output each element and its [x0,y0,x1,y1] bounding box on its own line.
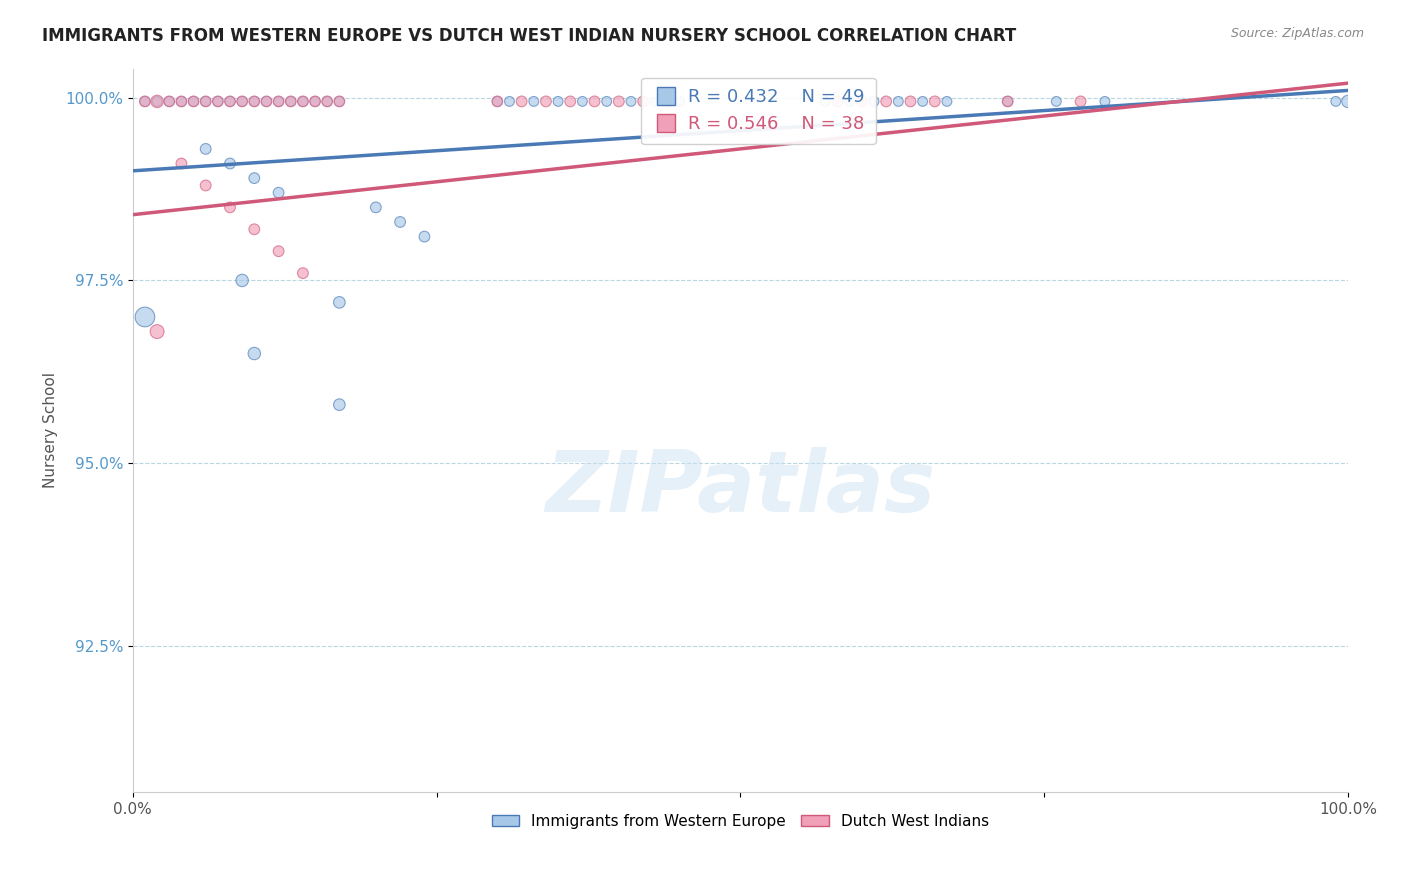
Point [194,95,217,109]
Point [644,95,666,109]
Point [364,200,387,214]
Point [657,95,679,109]
Point [207,95,229,109]
Point [194,142,217,156]
Point [267,244,290,259]
Point [194,178,217,193]
Point [219,95,242,109]
Point [1324,95,1347,109]
Point [838,95,860,109]
Point [510,95,533,109]
Point [243,95,266,109]
Point [231,273,253,287]
Point [875,95,897,109]
Point [900,95,922,109]
Point [887,95,910,109]
Point [243,222,266,236]
Point [134,95,156,109]
Point [256,95,278,109]
Point [219,95,242,109]
Point [997,95,1019,109]
Point [134,95,156,109]
Point [267,186,290,200]
Point [1337,95,1360,109]
Point [583,95,606,109]
Point [631,95,654,109]
Point [304,95,326,109]
Point [328,398,350,412]
Point [814,95,837,109]
Point [267,95,290,109]
Point [1045,95,1067,109]
Point [560,95,582,109]
Point [280,95,302,109]
Point [620,95,643,109]
Point [486,95,509,109]
Point [243,95,266,109]
Point [256,95,278,109]
Point [183,95,205,109]
Point [607,95,630,109]
Point [146,95,169,109]
Point [851,95,873,109]
Point [267,95,290,109]
Point [291,266,314,280]
Point [194,95,217,109]
Point [170,156,193,170]
Point [547,95,569,109]
Point [827,95,849,109]
Legend: Immigrants from Western Europe, Dutch West Indians: Immigrants from Western Europe, Dutch We… [485,808,995,835]
Point [328,295,350,310]
Point [231,95,253,109]
Text: IMMIGRANTS FROM WESTERN EUROPE VS DUTCH WEST INDIAN NURSERY SCHOOL CORRELATION C: IMMIGRANTS FROM WESTERN EUROPE VS DUTCH … [42,27,1017,45]
Point [304,95,326,109]
Point [291,95,314,109]
Point [157,95,180,109]
Point [316,95,339,109]
Point [328,95,350,109]
Text: ZIPatlas: ZIPatlas [546,447,935,530]
Point [231,95,253,109]
Point [935,95,957,109]
Point [207,95,229,109]
Point [1094,95,1116,109]
Point [668,95,690,109]
Point [924,95,946,109]
Text: Source: ZipAtlas.com: Source: ZipAtlas.com [1230,27,1364,40]
Point [170,95,193,109]
Point [146,325,169,339]
Point [146,95,169,109]
Point [243,171,266,186]
Point [498,95,520,109]
Point [596,95,619,109]
Point [219,156,242,170]
Point [911,95,934,109]
Point [243,346,266,360]
Point [534,95,557,109]
Point [170,95,193,109]
Point [280,95,302,109]
Point [157,95,180,109]
Point [134,310,156,324]
Point [219,200,242,214]
Y-axis label: Nursery School: Nursery School [44,372,58,488]
Point [997,95,1019,109]
Point [183,95,205,109]
Point [571,95,593,109]
Point [413,229,436,244]
Point [523,95,546,109]
Point [486,95,509,109]
Point [291,95,314,109]
Point [389,215,412,229]
Point [1070,95,1092,109]
Point [863,95,886,109]
Point [328,95,350,109]
Point [316,95,339,109]
